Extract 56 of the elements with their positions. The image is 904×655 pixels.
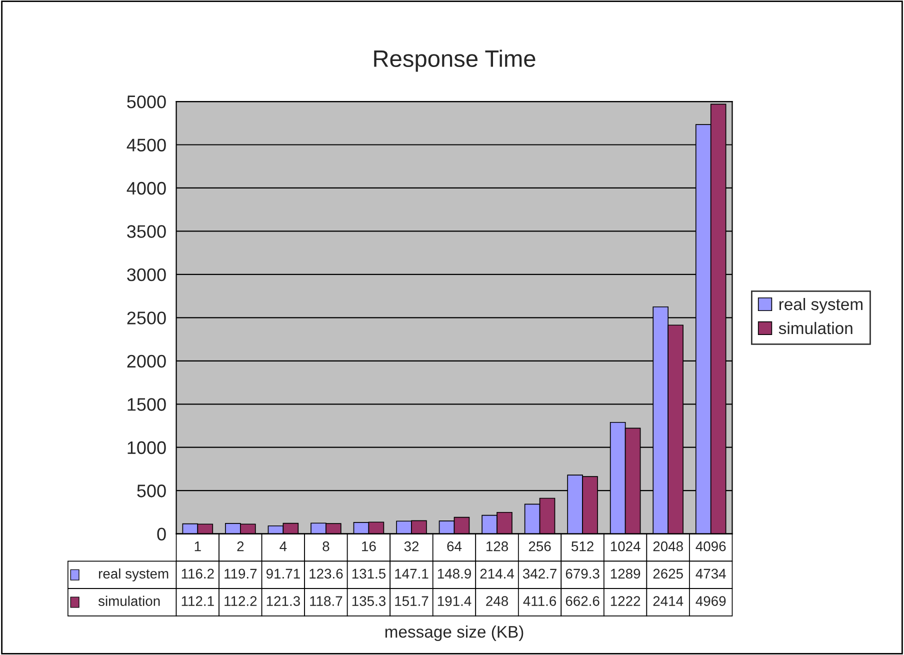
x-axis-title: message size (KB) — [385, 625, 524, 642]
text: real system — [779, 298, 862, 314]
data-label: 123.6 — [310, 568, 343, 579]
y-tick-label: 1000 — [128, 441, 166, 454]
data-label: 1289 — [610, 568, 640, 579]
y-tick-label: 5000 — [127, 95, 166, 108]
data-label: 118.7 — [310, 596, 342, 606]
data-label: 662.6 — [566, 596, 600, 606]
data-label: 131.5 — [352, 568, 386, 579]
legend-label: simulation — [778, 322, 852, 334]
x-tick-label: 512 — [572, 541, 594, 552]
x-tick-label: 1 — [194, 542, 201, 552]
data-label: 112.2 — [224, 596, 257, 606]
data-label: 119.7 — [224, 568, 257, 579]
data-label: 4734 — [696, 568, 726, 579]
y-tick-label: 500 — [137, 484, 166, 498]
data-label: 147.1 — [395, 568, 428, 578]
data-label: 342.7 — [522, 568, 556, 579]
x-tick-label: 128 — [486, 541, 508, 552]
data-label: 679.3 — [566, 568, 600, 579]
data-label: 4969 — [696, 596, 726, 606]
x-tick-label: 16 — [362, 541, 376, 552]
x-tick-label: 4 — [280, 542, 287, 552]
x-tick-label: 64 — [447, 541, 462, 552]
data-label: 151.7 — [395, 596, 428, 606]
data-label: 2625 — [653, 568, 683, 579]
data-label: 91.71 — [266, 568, 300, 579]
y-tick-label: 4500 — [126, 138, 166, 152]
x-tick-label: 8 — [322, 541, 330, 552]
x-tick-label: 32 — [404, 541, 419, 552]
data-label: 2414 — [653, 596, 684, 606]
y-tick-label: 2500 — [127, 312, 166, 324]
data-label: 148.9 — [438, 568, 471, 579]
data-label: 214.4 — [480, 568, 514, 578]
y-tick-label: 4000 — [126, 182, 166, 195]
data-label: 121.3 — [266, 596, 300, 606]
data-label: 112.1 — [182, 596, 214, 606]
data-label: 411.6 — [523, 596, 556, 606]
data-label: 191.4 — [438, 596, 472, 606]
legend-label: real system — [98, 568, 168, 582]
y-tick-label: 2000 — [127, 354, 166, 368]
data-label: 248 — [486, 596, 508, 606]
y-tick-label: 0 — [157, 528, 166, 541]
y-tick-label: 3500 — [127, 225, 166, 238]
data-label: 1222 — [610, 596, 640, 606]
x-tick-label: 4096 — [696, 541, 726, 552]
chart-title: Response Time — [374, 50, 536, 72]
x-tick-label: 256 — [528, 541, 551, 552]
y-tick-label: 1500 — [128, 398, 166, 411]
x-tick-label: 1024 — [610, 541, 640, 552]
data-label: 135.3 — [352, 596, 386, 606]
y-tick-label: 3000 — [127, 268, 166, 282]
text: simulation — [98, 596, 160, 606]
x-tick-label: 2048 — [653, 541, 683, 552]
x-tick-label: 2 — [237, 541, 244, 552]
data-label: 116.2 — [182, 568, 214, 579]
